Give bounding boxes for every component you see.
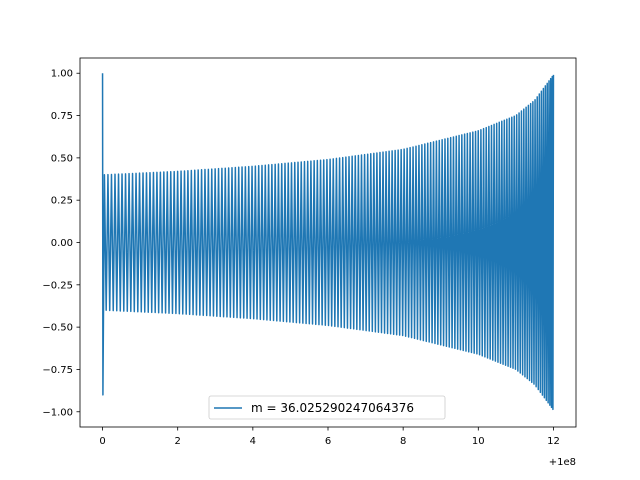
x-tick-label: 4 xyxy=(250,436,256,447)
series-line xyxy=(101,73,555,411)
y-tick-label: −0.75 xyxy=(42,365,73,376)
x-tick-label: 2 xyxy=(175,436,181,447)
x-tick-label: 8 xyxy=(400,436,406,447)
y-tick-label: −1.00 xyxy=(42,407,73,418)
legend-label: m = 36.025290247064376 xyxy=(251,401,414,415)
y-tick-label: 1.00 xyxy=(51,69,73,80)
plot-area xyxy=(101,73,555,411)
y-tick-label: −0.25 xyxy=(42,280,73,291)
x-tick-label: 0 xyxy=(99,436,105,447)
y-tick-label: 0.00 xyxy=(51,238,73,249)
y-axis: 1.00 0.75 0.50 0.25 0.00 −0.25 −0.50 −0.75 −1.00 xyxy=(42,69,80,418)
x-tick-label: 6 xyxy=(325,436,331,447)
y-tick-label: −0.50 xyxy=(42,323,73,334)
y-tick-label: 0.50 xyxy=(51,153,73,164)
x-axis-offset-label: +1e8 xyxy=(549,457,576,468)
x-tick-label: 12 xyxy=(547,436,560,447)
x-tick-label: 10 xyxy=(472,436,485,447)
x-axis: 0 2 4 6 8 10 12 xyxy=(99,427,560,447)
y-tick-label: 0.25 xyxy=(51,196,73,207)
legend-box xyxy=(208,395,446,420)
legend: m = 36.025290247064376 xyxy=(208,395,446,420)
y-tick-label: 0.75 xyxy=(51,111,73,122)
